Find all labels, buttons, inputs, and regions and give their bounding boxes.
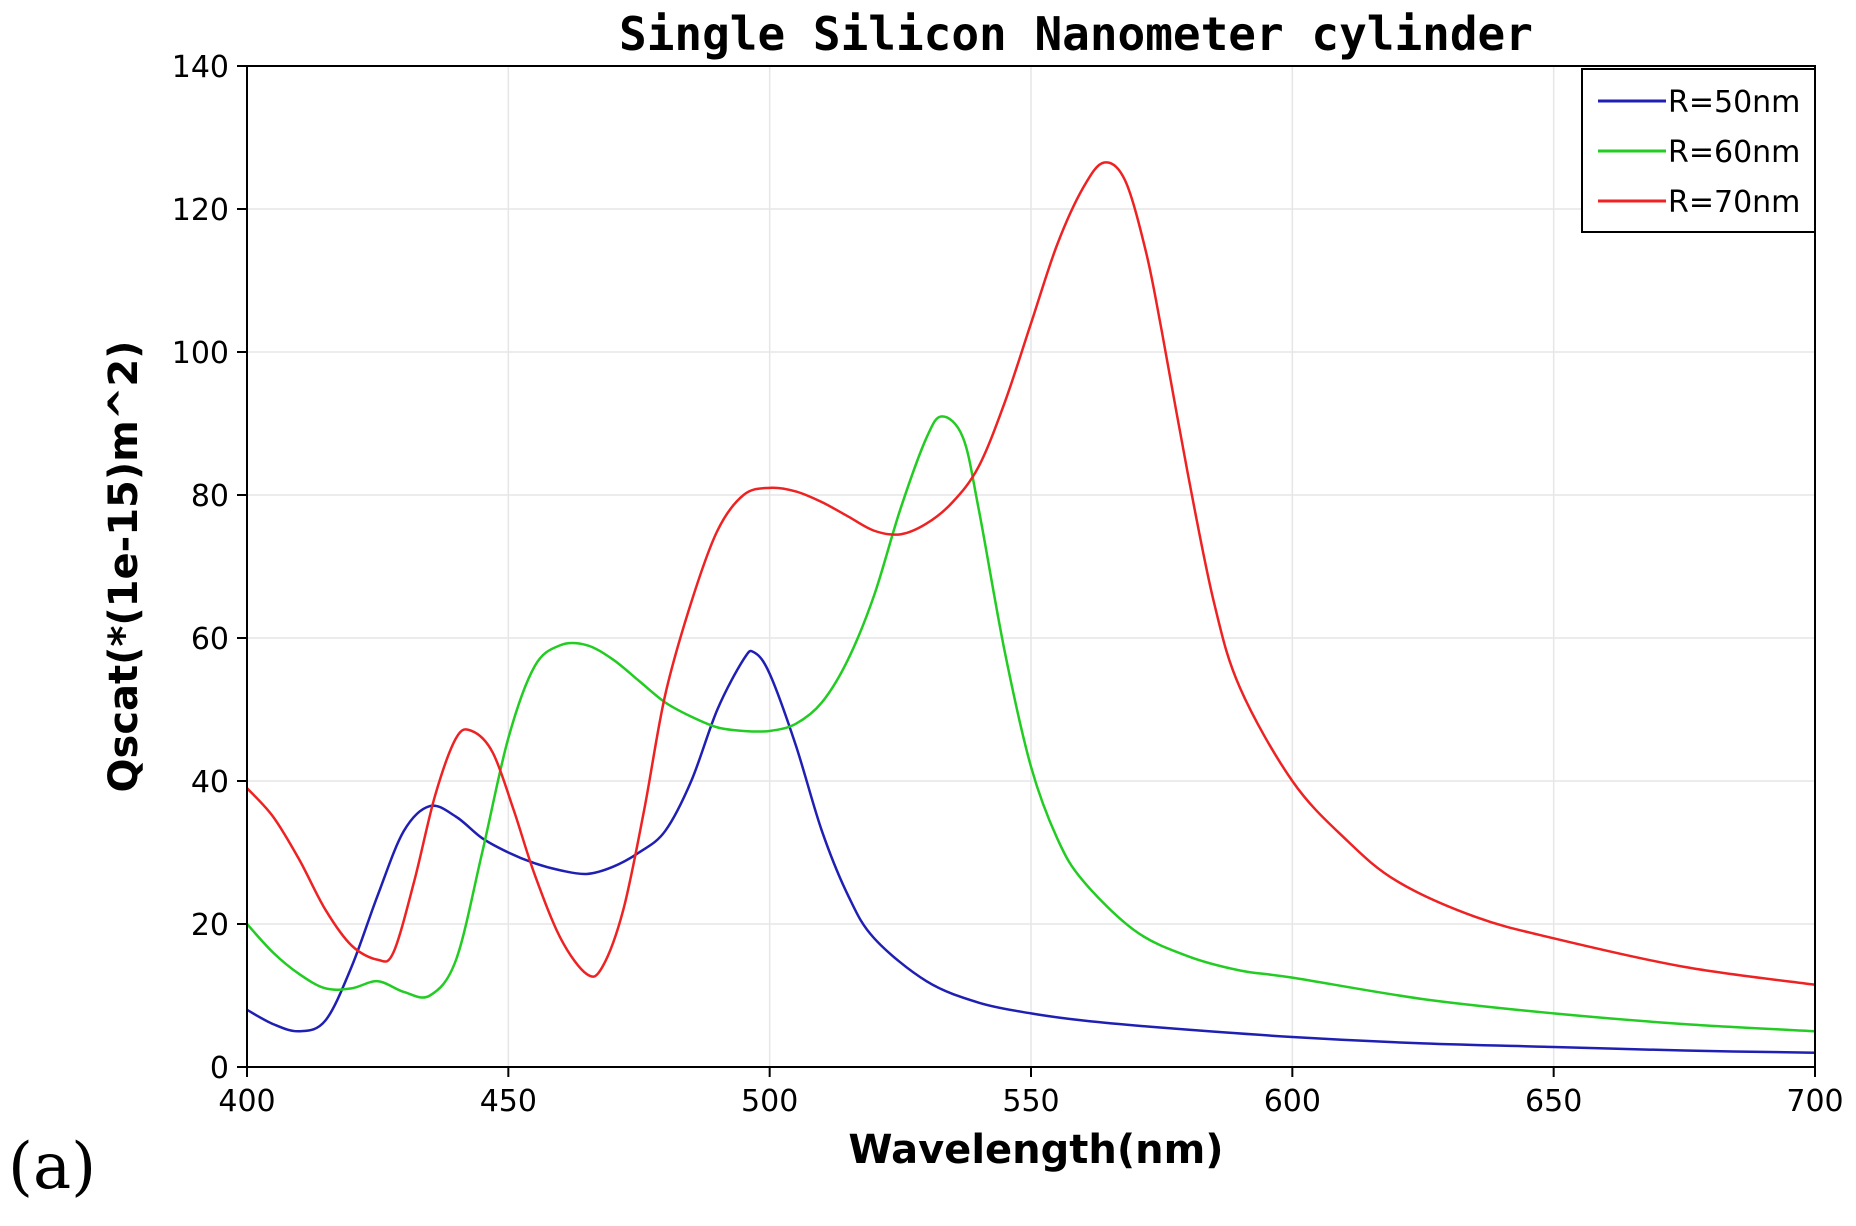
series-line-2 (246, 415, 1816, 1033)
y-tick-label: 40 (191, 765, 229, 800)
grid-lines (246, 65, 1816, 1068)
y-tick-label: 20 (191, 908, 229, 943)
axis-ticks: 400 450 500 550 600 650 700 0 20 40 60 80 100 120 140 (172, 50, 1844, 1119)
chart-title: Single Silicon Nanometer cylinder (619, 7, 1533, 61)
legend-label-1: R=50nm (1668, 85, 1800, 120)
x-tick-label: 700 (1786, 1084, 1843, 1119)
series-lines (246, 161, 1816, 1054)
x-tick-label: 450 (480, 1084, 537, 1119)
legend: R=50nm R=60nm R=70nm (1581, 68, 1816, 233)
y-tick-label: 80 (191, 479, 229, 514)
x-tick-label: 600 (1264, 1084, 1321, 1119)
series-line-3 (246, 161, 1816, 987)
x-tick-label: 650 (1525, 1084, 1582, 1119)
y-tick-label: 120 (172, 193, 229, 228)
panel-label: (a) (8, 1130, 96, 1204)
y-axis-title: Qscat(*(1e-15)m^2) (101, 341, 147, 793)
y-tick-label: 60 (191, 622, 229, 657)
y-tick-label: 100 (172, 336, 229, 371)
legend-label-3: R=70nm (1668, 185, 1800, 220)
x-axis-title: Wavelength(nm) (848, 1127, 1223, 1173)
x-tick-label: 500 (741, 1084, 798, 1119)
x-tick-label: 550 (1002, 1084, 1059, 1119)
legend-label-2: R=60nm (1668, 135, 1800, 170)
series-line-1 (246, 649, 1816, 1054)
y-tick-label: 140 (172, 50, 229, 85)
x-tick-label: 400 (218, 1084, 275, 1119)
y-tick-label: 0 (210, 1051, 229, 1086)
